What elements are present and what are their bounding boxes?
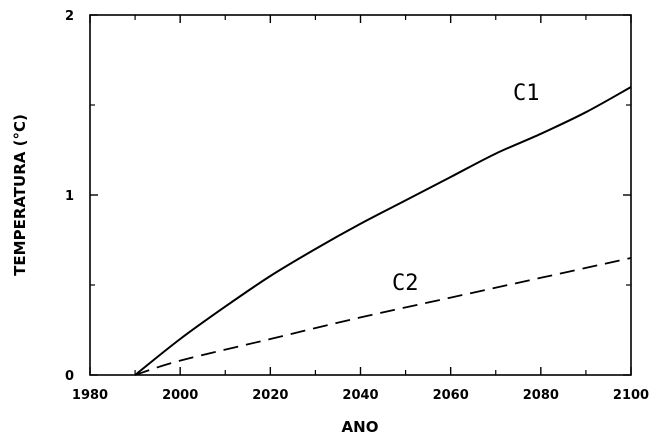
plot-frame: [89, 14, 632, 376]
x-tick-label: 2000: [162, 388, 198, 403]
y-tick-label: 0: [65, 369, 74, 384]
x-axis-title: ANO: [342, 418, 379, 436]
series-line-c1: [134, 86, 632, 376]
x-tick-label: 2040: [342, 388, 378, 403]
y-tick-label: 1: [65, 189, 74, 204]
x-tick-label: 1980: [72, 388, 108, 403]
series-layer: [134, 86, 632, 376]
x-tick-label: 2080: [523, 388, 559, 403]
x-tick-label: 2060: [433, 388, 469, 403]
series-line-c2: [134, 257, 632, 376]
y-tick-label: 2: [65, 9, 74, 24]
series-label-c1: C1: [513, 81, 540, 106]
series-label-c2: C2: [392, 271, 419, 296]
x-tick-label: 2020: [252, 388, 288, 403]
x-tick-label: 2100: [613, 388, 649, 403]
axis-ticks: 1980 2000 2020 2040 2060 2080 2100 0 1 2: [65, 9, 649, 403]
y-axis-title: TEMPERATURA (°C): [11, 114, 29, 276]
